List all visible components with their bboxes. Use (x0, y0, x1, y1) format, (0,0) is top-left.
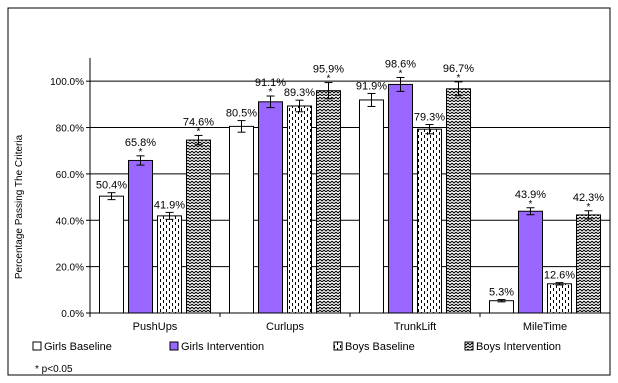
bar (359, 99, 384, 314)
data-label: 43.9% (515, 189, 546, 201)
bar (186, 139, 211, 314)
y-tick-label: 60.0% (56, 170, 84, 181)
y-tick-label: 80.0% (56, 124, 84, 135)
bar (518, 210, 543, 314)
bar (316, 90, 341, 314)
y-tick-label: 0.0% (61, 309, 84, 320)
data-label: 79.3% (414, 112, 445, 124)
bar (417, 128, 442, 314)
legend: Girls Baseline Girls Intervention Boys Bas… (32, 341, 561, 353)
bar (99, 195, 124, 314)
bar (446, 88, 471, 314)
bar (388, 83, 413, 314)
bar (258, 101, 283, 314)
data-label: 50.4% (96, 180, 127, 192)
bar (157, 215, 182, 314)
data-label: 96.7% (443, 63, 474, 75)
data-label: 42.3% (573, 192, 604, 204)
data-label: 95.9% (313, 64, 344, 76)
legend-swatch (464, 341, 474, 351)
bar (229, 125, 254, 314)
x-axis: PushUps Curlups TrunkLift MileTime (89, 312, 611, 333)
legend-label: Boys Intervention (476, 341, 561, 353)
x-tick-label: PushUps (133, 321, 178, 333)
data-label: 12.6% (544, 270, 575, 282)
y-axis-label: Percentage Passing The Criteria (14, 134, 25, 279)
data-label: 91.9% (356, 80, 387, 92)
bar (287, 105, 312, 314)
legend-swatch (333, 341, 343, 351)
data-label: 89.3% (284, 87, 315, 99)
legend-label: Girls Baseline (44, 341, 112, 353)
bar (489, 300, 514, 314)
bar (547, 283, 572, 314)
significance-star: * (457, 73, 461, 84)
significance-star: * (327, 74, 331, 85)
significance-star: * (529, 199, 533, 210)
significance-star: * (399, 68, 403, 79)
significance-star: * (139, 147, 143, 158)
data-label: 98.6% (385, 58, 416, 70)
y-tick-label: 100.0% (50, 77, 84, 88)
significance-star: * (269, 87, 273, 98)
significance-star: * (197, 126, 201, 137)
data-label: 5.3% (489, 287, 514, 299)
data-label: 65.8% (125, 137, 156, 149)
data-label: 74.6% (183, 116, 214, 128)
significance-star: * (587, 202, 591, 213)
legend-swatch (169, 341, 179, 351)
data-label: 80.5% (226, 108, 257, 120)
legend-label: Boys Baseline (345, 341, 415, 353)
bar (128, 159, 153, 314)
data-label: 41.9% (154, 199, 185, 211)
y-axis: 0.0% 20.0% 40.0% 60.0% 80.0% 100.0% (50, 58, 91, 320)
legend-label: Girls Intervention (181, 341, 264, 353)
legend-swatch (32, 341, 42, 351)
bar (576, 214, 601, 314)
x-tick-label: MileTime (523, 321, 567, 333)
x-tick-label: Curlups (266, 321, 304, 333)
significance-note: * p<0.05 (35, 364, 73, 375)
data-label: 91.1% (255, 77, 286, 89)
y-tick-label: 40.0% (56, 216, 84, 227)
x-tick-label: TrunkLift (394, 321, 436, 333)
y-tick-label: 20.0% (56, 263, 84, 274)
